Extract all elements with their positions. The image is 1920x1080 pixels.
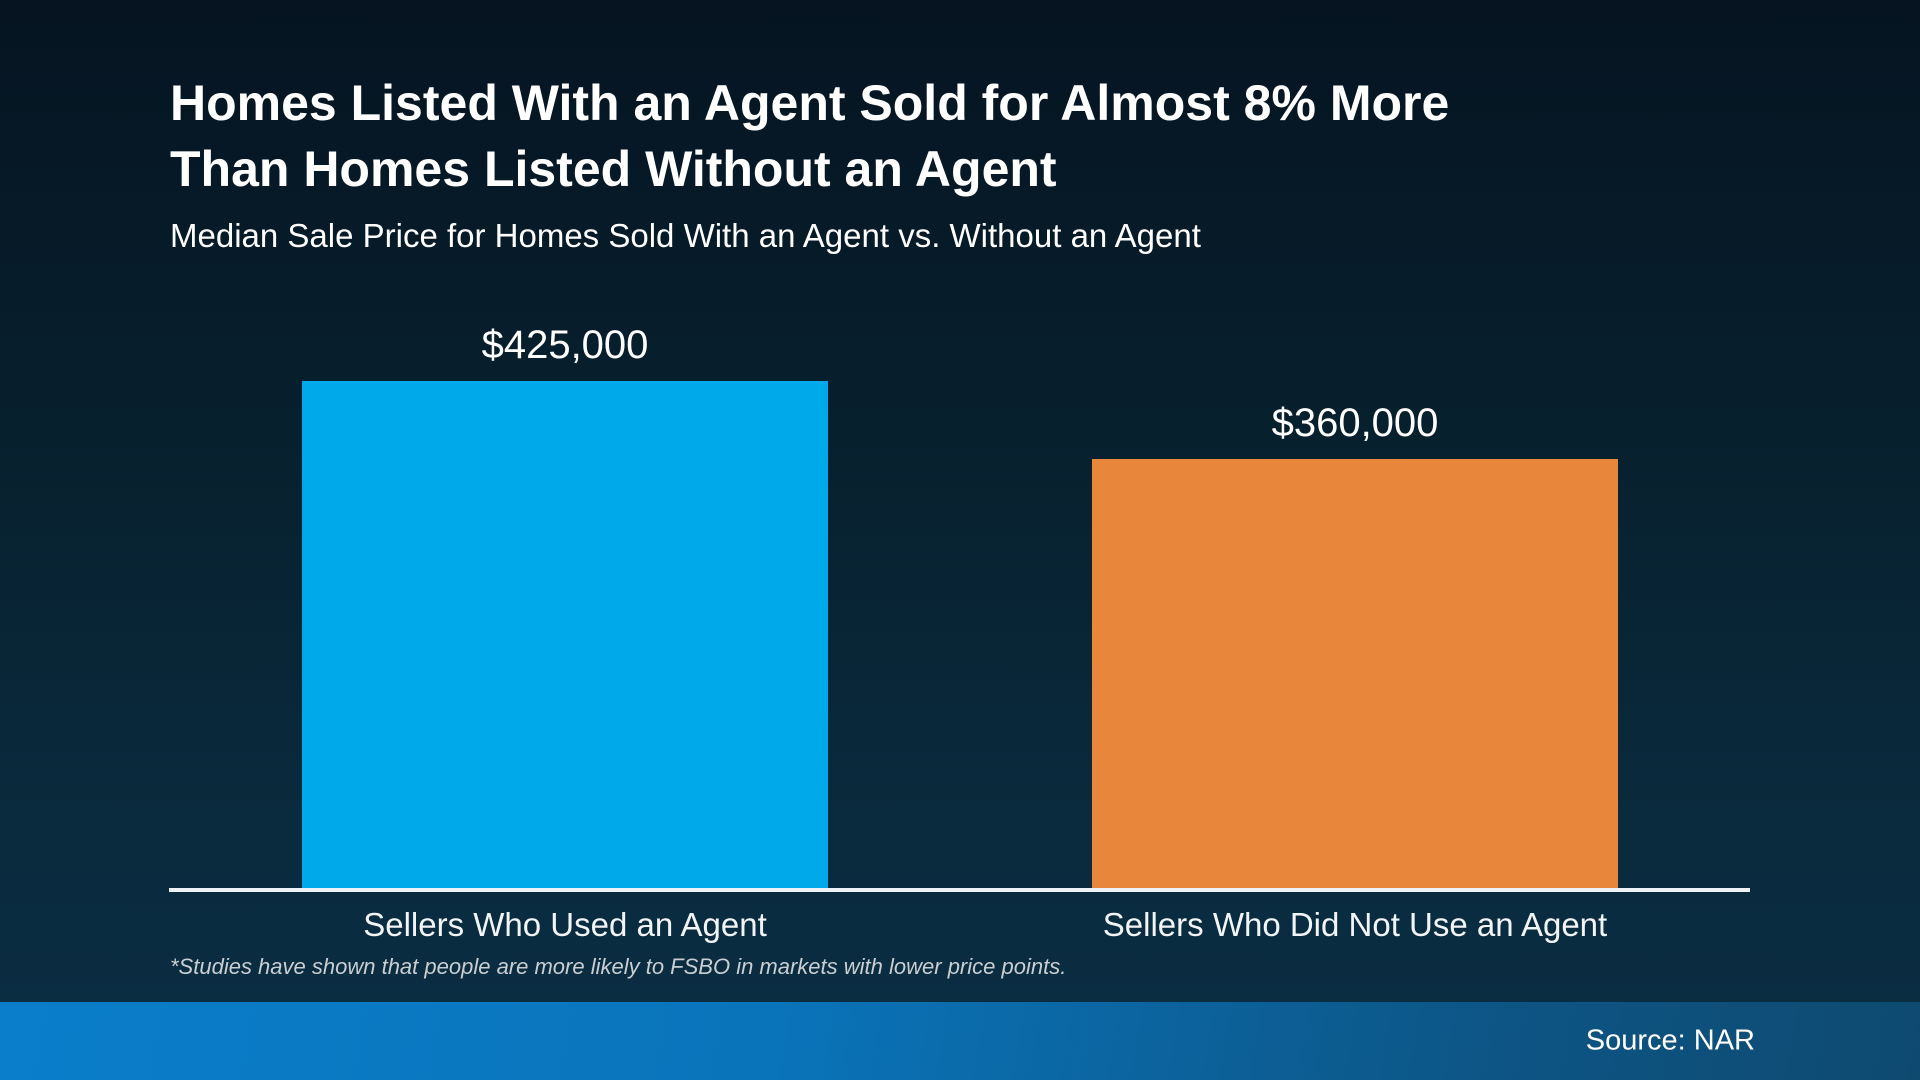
x-axis-line [169, 888, 1750, 892]
bar-group-1: $360,000 Sellers Who Did Not Use an Agent [1092, 0, 1618, 943]
page-subtitle: Median Sale Price for Homes Sold With an… [170, 217, 1201, 254]
bar-group-0: $425,000 Sellers Who Used an Agent [302, 0, 828, 943]
bar-category-label: Sellers Who Did Not Use an Agent [1102, 906, 1608, 943]
page-title-line-2: Than Homes Listed Without an Agent [170, 141, 1057, 197]
bar [302, 381, 828, 888]
page-title: Homes Listed With an Agent Sold for Almo… [170, 70, 1449, 202]
bar-chart: $425,000 Sellers Who Used an Agent $360,00… [169, 0, 1750, 943]
bar [1092, 459, 1618, 888]
page-title-line-1: Homes Listed With an Agent Sold for Almo… [170, 75, 1450, 131]
footnote: *Studies have shown that people are more… [170, 954, 1067, 979]
bar-value-label: $360,000 [1271, 401, 1439, 445]
bar-value-label: $425,000 [481, 323, 649, 367]
source-label: Source: NAR [1585, 1024, 1755, 1057]
bar-category-label: Sellers Who Used an Agent [363, 906, 767, 943]
footer-bar: Source: NAR [0, 1002, 1920, 1080]
